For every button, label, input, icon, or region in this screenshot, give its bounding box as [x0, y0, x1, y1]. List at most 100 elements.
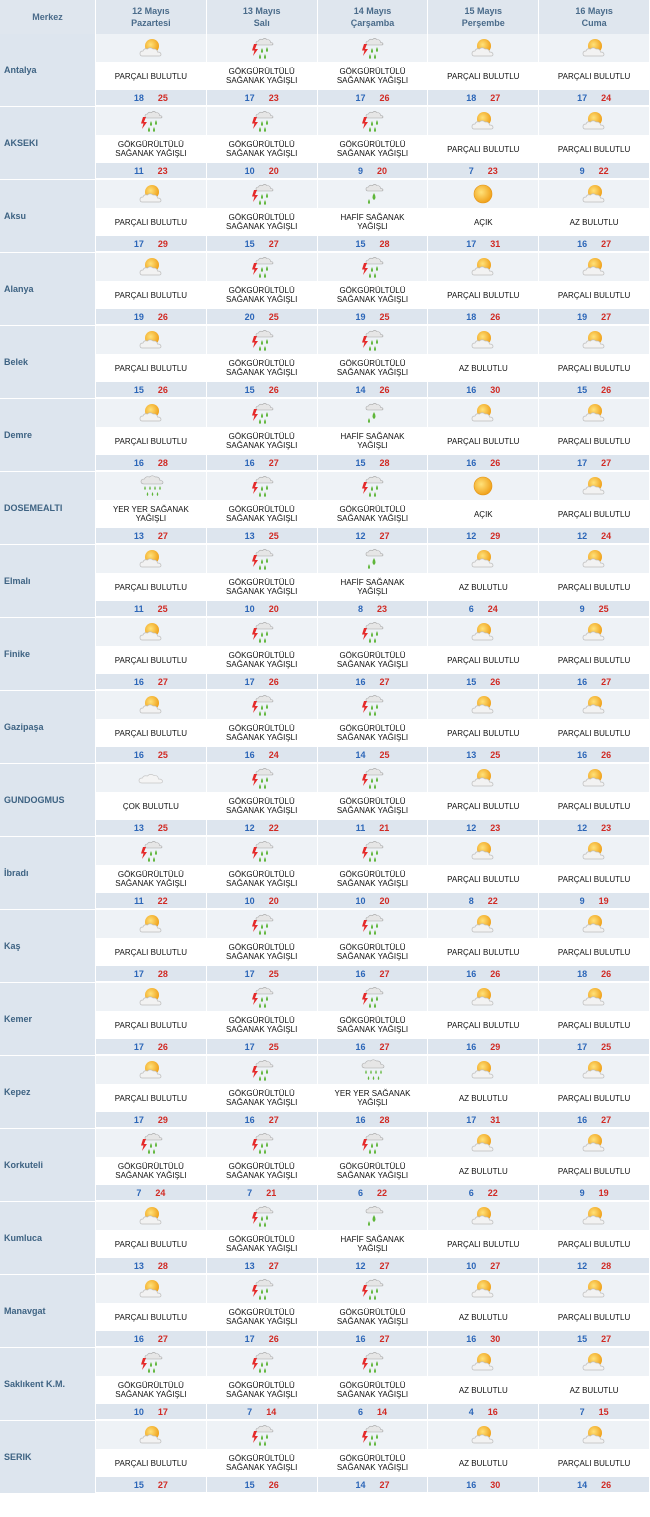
temperature-row: 10 20 [317, 893, 428, 908]
weather-description: AZ BULUTLU [428, 1449, 539, 1477]
weather-description: GÖKGÜRÜLTÜLÜ SAĞANAK YAĞIŞLI [206, 208, 317, 236]
partly-cloudy-icon [96, 326, 206, 354]
min-temp: 18 [577, 968, 588, 979]
forecast-cell: HAFİF SAĞANAK YAĞIŞLI 15 28 [317, 399, 429, 472]
city-name[interactable]: Kemer [0, 983, 96, 1056]
partly-cloudy-icon [428, 691, 539, 719]
weather-description: PARÇALI BULUTLU [539, 573, 649, 601]
city-name[interactable]: İbradı [0, 837, 96, 910]
weather-description: GÖKGÜRÜLTÜLÜ SAĞANAK YAĞIŞLI [206, 135, 317, 163]
temperature-row: 15 26 [428, 674, 539, 689]
forecast-cell: GÖKGÜRÜLTÜLÜ SAĞANAK YAĞIŞLI 17 26 [317, 34, 429, 107]
city-name[interactable]: Manavgat [0, 1275, 96, 1348]
weather-description: GÖKGÜRÜLTÜLÜ SAĞANAK YAĞIŞLI [317, 1303, 428, 1331]
city-name[interactable]: Belek [0, 326, 96, 399]
weather-description: PARÇALI BULUTLU [96, 354, 206, 382]
weather-description: PARÇALI BULUTLU [539, 938, 649, 966]
city-name[interactable]: Aksu [0, 180, 96, 253]
max-temp: 27 [379, 676, 390, 687]
min-temp: 12 [355, 1260, 366, 1271]
forecast-cell: GÖKGÜRÜLTÜLÜ SAĞANAK YAĞIŞLI 11 23 [96, 107, 207, 180]
city-name[interactable]: Kaş [0, 910, 96, 983]
forecast-cell: GÖKGÜRÜLTÜLÜ SAĞANAK YAĞIŞLI 9 20 [317, 107, 429, 180]
forecast-cell: GÖKGÜRÜLTÜLÜ SAĞANAK YAĞIŞLI 16 27 [206, 1056, 318, 1129]
min-temp: 17 [577, 92, 588, 103]
temperature-row: 16 30 [428, 382, 539, 397]
city-name[interactable]: Saklıkent K.M. [0, 1348, 96, 1421]
max-temp: 30 [490, 1479, 501, 1490]
min-temp: 6 [468, 603, 474, 614]
weather-description: PARÇALI BULUTLU [96, 1011, 206, 1039]
min-temp: 17 [133, 968, 144, 979]
min-temp: 9 [579, 895, 585, 906]
weather-description: PARÇALI BULUTLU [539, 1157, 649, 1185]
temperature-row: 15 26 [206, 382, 317, 397]
forecast-cell: PARÇALI BULUTLU 7 23 [428, 107, 540, 180]
temperature-row: 16 27 [539, 236, 649, 251]
city-name[interactable]: DOSEMEALTI [0, 472, 96, 545]
max-temp: 15 [598, 1406, 609, 1417]
temperature-row: 16 28 [317, 1112, 428, 1127]
min-temp: 12 [355, 530, 366, 541]
city-name[interactable]: Finike [0, 618, 96, 691]
temperature-row: 18 26 [428, 309, 539, 324]
max-temp: 16 [487, 1406, 498, 1417]
min-temp: 16 [355, 968, 366, 979]
partly-cloudy-icon [539, 1202, 649, 1230]
city-name[interactable]: Demre [0, 399, 96, 472]
weather-description: PARÇALI BULUTLU [428, 427, 539, 455]
weather-description: AZ BULUTLU [428, 573, 539, 601]
max-temp: 17 [157, 1406, 168, 1417]
sunny-icon [428, 472, 539, 500]
min-temp: 16 [466, 457, 477, 468]
day-date: 16 Mayıs [575, 6, 613, 16]
weather-description: PARÇALI BULUTLU [96, 62, 206, 90]
weather-description: GÖKGÜRÜLTÜLÜ SAĞANAK YAĞIŞLI [317, 938, 428, 966]
min-temp: 11 [134, 165, 144, 176]
forecast-cell: GÖKGÜRÜLTÜLÜ SAĞANAK YAĞIŞLI 17 26 [206, 1275, 318, 1348]
partly-cloudy-icon [96, 1275, 206, 1303]
max-temp: 28 [379, 1114, 390, 1125]
weather-description: GÖKGÜRÜLTÜLÜ SAĞANAK YAĞIŞLI [206, 1449, 317, 1477]
min-temp: 17 [244, 968, 255, 979]
min-temp: 15 [244, 238, 255, 249]
city-name[interactable]: Elmalı [0, 545, 96, 618]
city-name[interactable]: Gazipaşa [0, 691, 96, 764]
city-name[interactable]: Antalya [0, 34, 96, 107]
city-name[interactable]: GUNDOGMUS [0, 764, 96, 837]
table-row: Belek PARÇALI BULUTLU 15 26 GÖKGÜRÜLTÜLÜ SAĞ… [0, 326, 650, 399]
partly-cloudy-icon [96, 1421, 206, 1449]
city-name[interactable]: SERIK [0, 1421, 96, 1494]
forecast-cell: GÖKGÜRÜLTÜLÜ SAĞANAK YAĞIŞLI 10 20 [206, 107, 318, 180]
temperature-row: 15 27 [539, 1331, 649, 1346]
city-name[interactable]: Kumluca [0, 1202, 96, 1275]
table-row: Kumluca PARÇALI BULUTLU 13 28 GÖKGÜRÜLTÜLÜ S… [0, 1202, 650, 1275]
city-name[interactable]: Korkuteli [0, 1129, 96, 1202]
header-row: Merkez 12 Mayıs Pazartesi 13 Mayıs Salı 14… [0, 0, 650, 34]
max-temp: 26 [601, 384, 612, 395]
min-temp: 16 [133, 1333, 144, 1344]
temperature-row: 17 26 [206, 1331, 317, 1346]
thunderstorm-shower-icon [96, 107, 206, 135]
merkez-header: Merkez [0, 0, 96, 34]
weather-description: GÖKGÜRÜLTÜLÜ SAĞANAK YAĞIŞLI [206, 354, 317, 382]
max-temp: 26 [490, 968, 501, 979]
partly-cloudy-icon [428, 983, 539, 1011]
forecast-cell: YER YER SAĞANAK YAĞIŞLI 16 28 [317, 1056, 429, 1129]
temperature-row: 9 25 [539, 601, 649, 616]
min-temp: 15 [577, 1333, 588, 1344]
weather-description: GÖKGÜRÜLTÜLÜ SAĞANAK YAĞIŞLI [317, 135, 428, 163]
thunderstorm-shower-icon [317, 1348, 428, 1376]
day-date: 14 Mayıs [353, 6, 392, 16]
temperature-row: 17 23 [206, 90, 317, 105]
city-name[interactable]: Kepez [0, 1056, 96, 1129]
city-name[interactable]: Alanya [0, 253, 96, 326]
partly-cloudy-icon [96, 34, 206, 62]
weather-description: PARÇALI BULUTLU [539, 792, 649, 820]
temperature-row: 17 25 [206, 1039, 317, 1054]
max-temp: 24 [601, 530, 612, 541]
city-name[interactable]: AKSEKI [0, 107, 96, 180]
table-row: Aksu PARÇALI BULUTLU 17 29 GÖKGÜRÜLTÜLÜ SAĞA… [0, 180, 650, 253]
scattered-shower-icon [96, 472, 206, 500]
max-temp: 29 [490, 1041, 501, 1052]
